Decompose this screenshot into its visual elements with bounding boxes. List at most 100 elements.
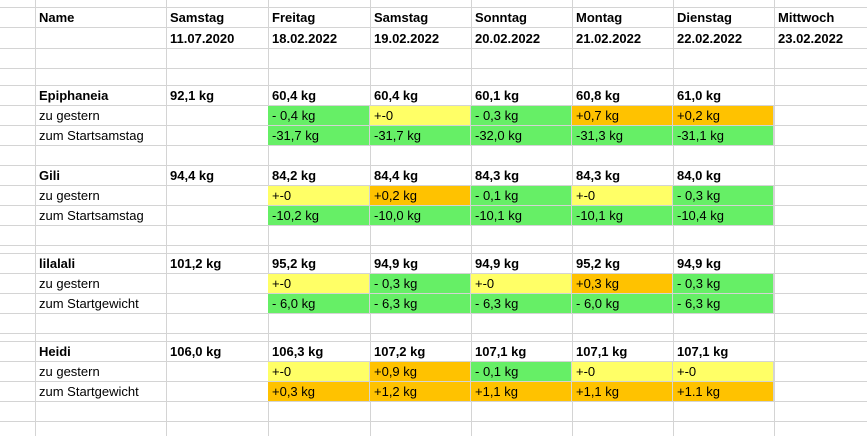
weight-cell[interactable]: 60,1 kg [475,88,520,103]
total-cell[interactable]: -32,0 kg [471,126,572,145]
total-cell[interactable]: - 6,0 kg [268,294,370,313]
total-cell[interactable]: -31,3 kg [572,126,673,145]
weight-cell[interactable]: 94,9 kg [374,256,419,271]
person-name-cell[interactable]: Epiphaneia [39,88,109,103]
diff-cell[interactable]: - 0,3 kg [370,274,471,293]
total-cell[interactable]: -10,1 kg [572,206,673,225]
diff-label-cell[interactable]: zu gestern [39,276,100,291]
header-day-cell[interactable]: Montag [576,10,623,25]
diff-cell[interactable]: +0,2 kg [370,186,471,205]
header-date-cell[interactable]: 22.02.2022 [677,30,743,46]
diff-cell[interactable]: - 0,3 kg [471,106,572,125]
header-day-cell[interactable]: Mittwoch [778,10,835,25]
total-cell[interactable]: +1.1 kg [673,382,774,401]
total-cell[interactable]: -10,4 kg [673,206,774,225]
diff-cell[interactable]: +-0 [673,362,774,381]
total-label-cell[interactable]: zum Startsamstag [39,208,144,223]
diff-cell[interactable]: - 0,3 kg [673,274,774,293]
diff-cell[interactable]: - 0,1 kg [471,362,572,381]
total-cell[interactable]: - 6,3 kg [673,294,774,313]
weight-cell[interactable]: 95,2 kg [576,256,621,271]
weight-cell[interactable]: 107,1 kg [677,344,729,359]
header-date-cell[interactable]: 11.07.2020 [170,30,235,46]
header-day-cell[interactable]: Freitag [272,10,316,25]
header-date-cell[interactable]: 23.02.2022 [778,30,844,46]
diff-cell[interactable]: +-0 [268,362,370,381]
person-weight-row: lilalali 101,2 kg 95,2 kg 94,9 kg 94,9 k… [0,254,867,274]
person-name-cell[interactable]: Gili [39,168,60,183]
weight-cell[interactable]: 84,0 kg [677,168,722,183]
sheet-row [0,0,867,8]
weight-cell[interactable]: 95,2 kg [272,256,317,271]
weight-cell[interactable]: 61,0 kg [677,88,722,103]
total-cell[interactable]: -10,2 kg [268,206,370,225]
diff-label-cell[interactable]: zu gestern [39,188,100,203]
total-cell[interactable]: +1,1 kg [471,382,572,401]
total-cell[interactable]: -31,7 kg [370,126,471,145]
person-name-cell[interactable]: Heidi [39,344,71,359]
diff-label-cell[interactable]: zu gestern [39,108,100,123]
weight-cell[interactable]: 60,8 kg [576,88,621,103]
diff-cell[interactable]: +-0 [572,186,673,205]
weight-cell[interactable]: 60,4 kg [374,88,419,103]
diff-cell[interactable]: +-0 [268,186,370,205]
weight-cell[interactable]: 84,2 kg [272,168,317,183]
weight-cell[interactable]: 106,3 kg [272,344,324,359]
total-cell[interactable]: -31,1 kg [673,126,774,145]
weight-cell[interactable]: 60,4 kg [272,88,317,103]
grid-line [774,0,775,436]
header-day-cell[interactable]: Sonntag [475,10,527,25]
total-cell[interactable]: -31,7 kg [268,126,370,145]
weight-cell[interactable]: 107,1 kg [475,344,527,359]
weight-cell[interactable]: 94,9 kg [475,256,520,271]
diff-cell[interactable]: +0,7 kg [572,106,673,125]
start-weight-cell[interactable]: 92,1 kg [170,88,215,103]
header-date-cell[interactable]: 18.02.2022 [272,30,338,46]
total-cell[interactable]: -10,0 kg [370,206,471,225]
start-weight-cell[interactable]: 101,2 kg [170,256,222,271]
sheet-row [0,422,867,436]
total-label-cell[interactable]: zum Startsamstag [39,128,144,143]
diff-cell[interactable]: +-0 [471,274,572,293]
total-label-cell[interactable]: zum Startgewicht [39,384,139,399]
total-label-cell[interactable]: zum Startgewicht [39,296,139,311]
total-cell[interactable]: - 6,3 kg [370,294,471,313]
diff-cell[interactable]: - 0,1 kg [471,186,572,205]
total-cell[interactable]: +1,2 kg [370,382,471,401]
person-total-row: zum Startsamstag -10,2 kg -10,0 kg -10,1… [0,206,867,226]
weight-cell[interactable]: 84,3 kg [475,168,520,183]
diff-cell[interactable]: - 0,4 kg [268,106,370,125]
start-weight-cell[interactable]: 94,4 kg [170,168,215,183]
person-total-row: zum Startgewicht +0,3 kg +1,2 kg +1,1 kg… [0,382,867,402]
sheet-row [0,314,867,334]
weight-cell[interactable]: 84,4 kg [374,168,419,183]
diff-cell[interactable]: - 0,3 kg [673,186,774,205]
header-day-cell[interactable]: Samstag [374,10,429,25]
total-cell[interactable]: - 6,3 kg [471,294,572,313]
sheet-row [0,49,867,69]
total-cell[interactable]: +0,3 kg [268,382,370,401]
header-day-cell[interactable]: Dienstag [677,10,732,25]
total-cell[interactable]: -10,1 kg [471,206,572,225]
header-date-cell[interactable]: 19.02.2022 [374,30,440,46]
diff-cell[interactable]: +-0 [370,106,471,125]
diff-cell[interactable]: +-0 [268,274,370,293]
diff-cell[interactable]: +0,9 kg [370,362,471,381]
total-cell[interactable]: +1,1 kg [572,382,673,401]
person-name-cell[interactable]: lilalali [39,256,76,271]
weight-cell[interactable]: 84,3 kg [576,168,621,183]
header-day-cell[interactable]: Samstag [170,10,225,25]
diff-label-cell[interactable]: zu gestern [39,364,100,379]
header-date-cell[interactable]: 21.02.2022 [576,30,642,46]
diff-cell[interactable]: +0,3 kg [572,274,673,293]
weight-cell[interactable]: 94,9 kg [677,256,722,271]
weight-cell[interactable]: 107,1 kg [576,344,628,359]
header-name-cell[interactable]: Name [39,10,75,25]
weight-cell[interactable]: 107,2 kg [374,344,426,359]
total-cell[interactable]: - 6,0 kg [572,294,673,313]
header-date-cell[interactable]: 20.02.2022 [475,30,541,46]
diff-cell[interactable]: +-0 [572,362,673,381]
diff-cell[interactable]: +0,2 kg [673,106,774,125]
start-weight-cell[interactable]: 106,0 kg [170,344,222,359]
